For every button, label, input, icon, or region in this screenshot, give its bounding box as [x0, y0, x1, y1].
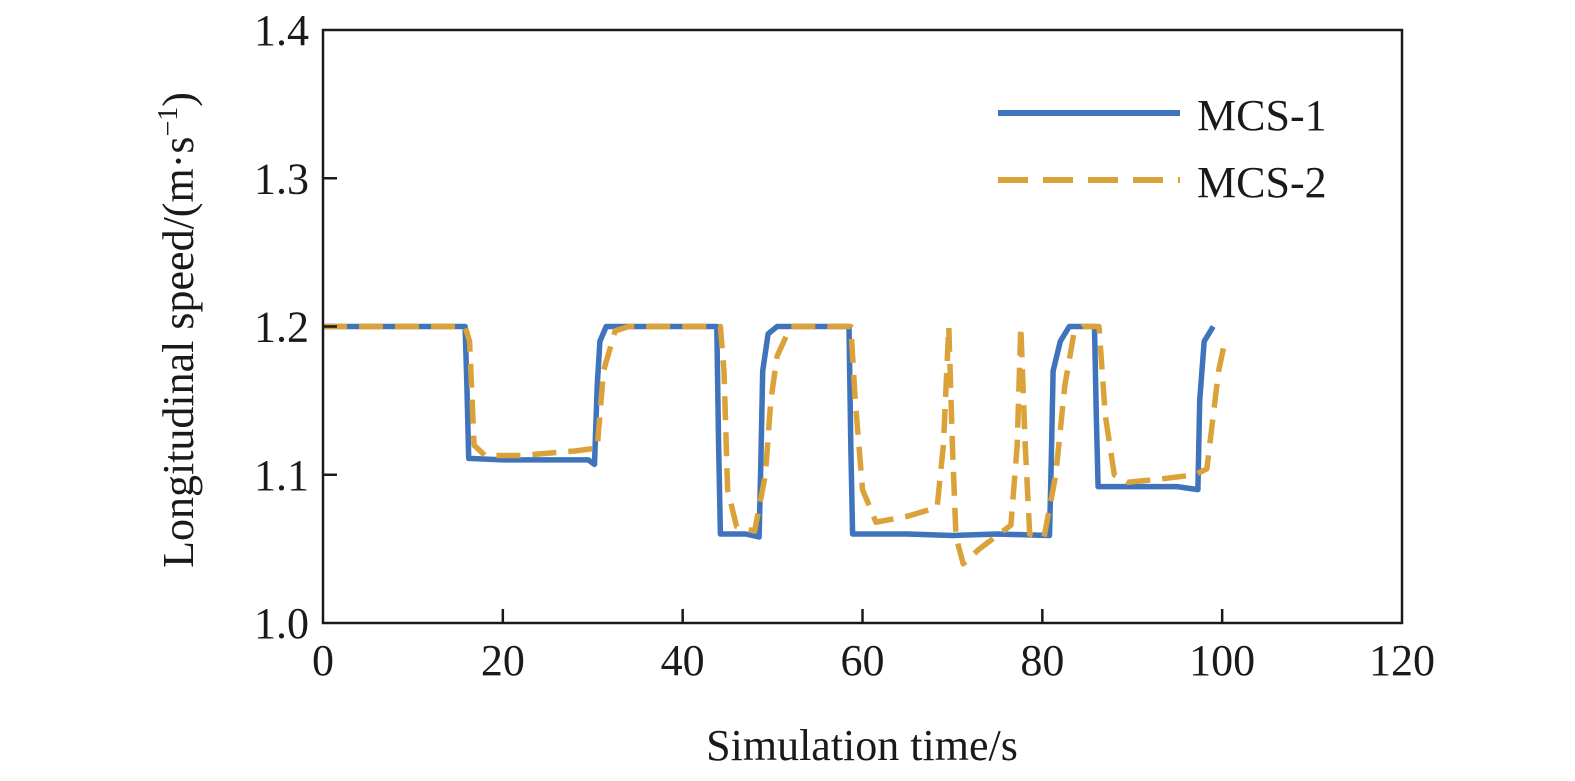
y-tick-label: 1.3 — [254, 154, 309, 203]
y-tick-label: 1.2 — [254, 303, 309, 352]
series-layer — [323, 323, 1228, 567]
y-axis-title-main: Longitudinal speed/(m·s — [154, 137, 203, 568]
ticks-layer: 0 20 40 60 80 100 120 1.0 1.1 1.2 1.3 1.4 — [254, 6, 1435, 685]
y-tick-label: 1.0 — [254, 599, 309, 648]
x-tick-label: 40 — [661, 636, 705, 685]
x-axis-title: Simulation time/s — [706, 721, 1018, 770]
y-axis-title-superscript: −1 — [153, 107, 184, 137]
x-tick-label: 20 — [481, 636, 525, 685]
x-tick-label: 60 — [841, 636, 885, 685]
y-axis-title: Longitudinal speed/(m·s−1) — [153, 92, 203, 568]
legend: MCS-1 MCS-2 — [998, 91, 1327, 207]
y-tick-label: 1.1 — [254, 451, 309, 500]
x-tick-label: 80 — [1020, 636, 1064, 685]
x-tick-label: 0 — [312, 636, 334, 685]
series-line-mcs-1 — [323, 323, 1216, 540]
y-axis-title-close: ) — [154, 92, 203, 107]
x-tick-label: 120 — [1369, 636, 1435, 685]
legend-label-mcs-1: MCS-1 — [1197, 91, 1327, 140]
series-line-mcs-2 — [323, 323, 1228, 567]
x-tick-label: 100 — [1189, 636, 1255, 685]
legend-label-mcs-2: MCS-2 — [1197, 158, 1327, 207]
y-tick-label: 1.4 — [254, 6, 309, 55]
